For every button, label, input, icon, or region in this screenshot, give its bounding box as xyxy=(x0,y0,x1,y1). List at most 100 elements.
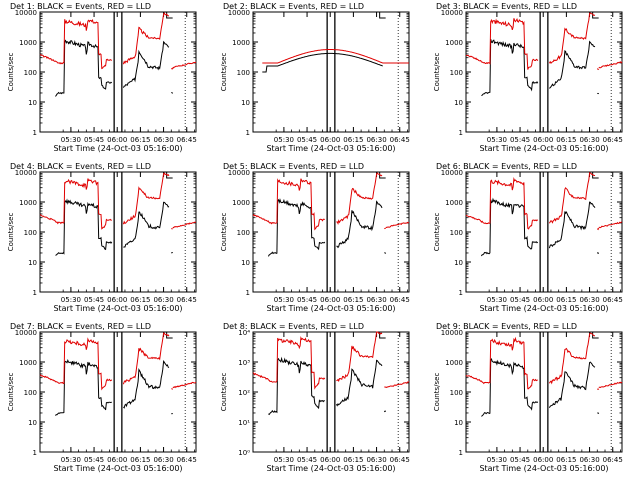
x-tick-label: 06:15 xyxy=(556,296,576,304)
series-events-line xyxy=(55,198,173,256)
x-axis-label: Start Time (24-Oct-03 05:16:00) xyxy=(479,304,608,313)
series-lld-line xyxy=(252,331,410,390)
panel-title: Det 1: BLACK = Events, RED = LLD xyxy=(10,2,151,11)
x-axis-label: Start Time (24-Oct-03 05:16:00) xyxy=(266,464,395,473)
y-tick-label: 1000 xyxy=(445,359,463,367)
x-tick-label: 06:15 xyxy=(130,136,150,144)
x-tick-label: 06:00 xyxy=(320,456,340,464)
y-axis-label: Counts/sec xyxy=(433,53,441,92)
plot-frame xyxy=(252,331,410,453)
y-tick-label: 10 xyxy=(241,99,250,107)
x-tick-label: 06:45 xyxy=(603,136,623,144)
y-tick-label: 10 xyxy=(454,259,463,267)
x-tick-label: 06:45 xyxy=(177,136,197,144)
x-axis-label: Start Time (24-Oct-03 05:16:00) xyxy=(53,144,182,153)
x-tick-label: 06:15 xyxy=(130,456,150,464)
x-axis-label: Start Time (24-Oct-03 05:16:00) xyxy=(266,304,395,313)
y-tick-label: 1000 xyxy=(19,39,37,47)
x-tick-label: 06:30 xyxy=(366,456,386,464)
plot-frame xyxy=(39,11,197,133)
series-events-line xyxy=(55,39,174,97)
y-tick-label: 10000 xyxy=(15,329,37,337)
x-tick-label: 05:30 xyxy=(274,136,294,144)
y-axis-label: Counts/sec xyxy=(7,373,15,412)
x-tick-label: 05:30 xyxy=(61,136,81,144)
series-lld-line xyxy=(465,172,623,231)
x-axis-label: Start Time (24-Oct-03 05:16:00) xyxy=(479,464,608,473)
y-axis-label: Counts/sec xyxy=(7,213,15,252)
y-tick-label: 1 xyxy=(33,129,37,137)
x-tick-label: 06:45 xyxy=(177,456,197,464)
panel-title: Det 7: BLACK = Events, RED = LLD xyxy=(10,322,151,331)
y-tick-label: 10⁰ xyxy=(238,449,250,457)
y-tick-label: 10 xyxy=(454,419,463,427)
panel-det-5: Det 5: BLACK = Events, RED = LLD 1 10 100 10… xyxy=(220,162,410,313)
x-tick-label: 06:30 xyxy=(366,136,386,144)
series-lld-line xyxy=(39,332,197,391)
panel-det-4: Det 4: BLACK = Events, RED = LLD 1 10 100 10… xyxy=(7,162,197,313)
y-tick-label: 10000 xyxy=(228,9,250,17)
x-tick-label: 06:45 xyxy=(390,456,410,464)
panel-det-2: Det 2: BLACK = Events, RED = LLD 1 10 100 10… xyxy=(220,2,410,153)
x-tick-label: 06:00 xyxy=(320,136,340,144)
y-tick-label: 10 xyxy=(454,99,463,107)
corner-marker xyxy=(379,332,386,339)
series-events-line xyxy=(481,358,600,417)
x-tick-label: 05:30 xyxy=(487,456,507,464)
panel-title: Det 4: BLACK = Events, RED = LLD xyxy=(10,162,151,171)
y-tick-label: 100 xyxy=(450,229,463,237)
x-tick-label: 06:45 xyxy=(177,296,197,304)
y-tick-label: 10¹ xyxy=(238,419,250,427)
x-tick-label: 06:30 xyxy=(153,136,173,144)
y-axis-label: Counts/sec xyxy=(220,53,228,92)
panel-title: Det 6: BLACK = Events, RED = LLD xyxy=(436,162,577,171)
x-tick-label: 06:30 xyxy=(579,296,599,304)
panel-title: Det 5: BLACK = Events, RED = LLD xyxy=(223,162,364,171)
plot-frame xyxy=(252,11,410,133)
x-tick-label: 05:45 xyxy=(297,136,317,144)
y-tick-label: 100 xyxy=(24,69,37,77)
x-tick-label: 05:45 xyxy=(510,136,530,144)
x-tick-label: 06:00 xyxy=(533,136,553,144)
series-lld-line xyxy=(252,172,410,231)
x-tick-label: 06:00 xyxy=(533,456,553,464)
series-lld-line xyxy=(465,332,623,391)
x-tick-label: 05:45 xyxy=(297,456,317,464)
x-tick-label: 06:00 xyxy=(107,456,127,464)
y-tick-label: 1000 xyxy=(232,199,250,207)
x-tick-label: 06:15 xyxy=(556,456,576,464)
x-axis-label: Start Time (24-Oct-03 05:16:00) xyxy=(53,464,182,473)
y-tick-label: 1000 xyxy=(19,199,37,207)
x-tick-label: 06:15 xyxy=(343,136,363,144)
y-tick-label: 1 xyxy=(459,129,463,137)
series-lld-line xyxy=(262,49,409,64)
series-events-line xyxy=(268,356,387,416)
y-tick-label: 10⁴ xyxy=(238,329,250,337)
y-tick-label: 1 xyxy=(33,289,37,297)
y-tick-label: 1000 xyxy=(445,199,463,207)
x-tick-label: 06:15 xyxy=(343,296,363,304)
y-tick-label: 10 xyxy=(241,259,250,267)
series-lld-line xyxy=(39,172,196,230)
x-axis-label: Start Time (24-Oct-03 05:16:00) xyxy=(53,304,182,313)
series-lld-line xyxy=(39,12,197,70)
x-tick-label: 06:30 xyxy=(153,456,173,464)
y-axis-label: Counts/sec xyxy=(433,373,441,412)
y-tick-label: 1 xyxy=(246,289,250,297)
x-tick-label: 05:45 xyxy=(510,296,530,304)
y-tick-label: 1000 xyxy=(445,39,463,47)
y-tick-label: 10000 xyxy=(441,169,463,177)
series-events-line xyxy=(267,198,387,257)
x-tick-label: 05:45 xyxy=(84,296,104,304)
y-tick-label: 10 xyxy=(28,419,37,427)
y-axis-label: Counts/sec xyxy=(220,213,228,252)
y-tick-label: 10000 xyxy=(228,169,250,177)
y-tick-label: 10000 xyxy=(15,9,37,17)
plot-frame xyxy=(465,171,623,293)
plot-frame xyxy=(39,171,197,293)
x-tick-label: 05:30 xyxy=(61,296,81,304)
y-tick-label: 1 xyxy=(459,449,463,457)
y-tick-label: 100 xyxy=(450,69,463,77)
panel-title: Det 9: BLACK = Events, RED = LLD xyxy=(436,322,577,331)
